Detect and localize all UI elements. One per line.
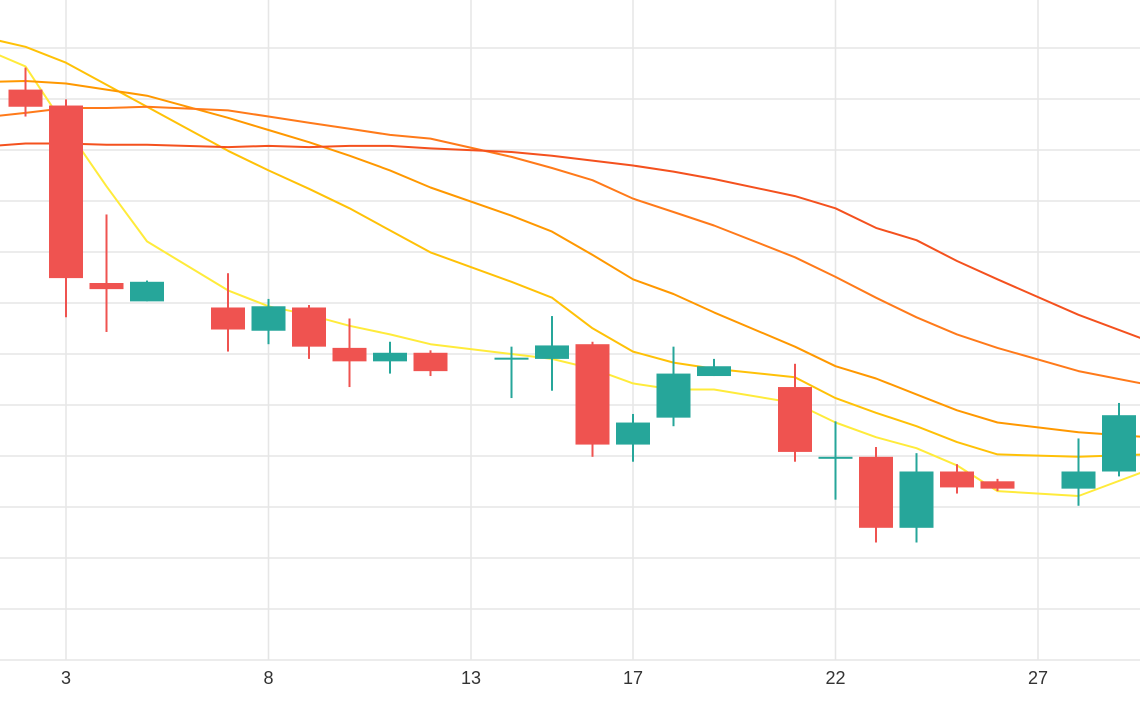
x-tick-label: 22 xyxy=(825,668,845,688)
x-tick-label: 17 xyxy=(623,668,643,688)
candle-body-down xyxy=(292,307,326,347)
candle-body-up xyxy=(1061,471,1096,489)
candle-body-up xyxy=(251,306,286,331)
moving-average-line-1 xyxy=(0,54,1140,497)
candle-body-down xyxy=(211,307,245,330)
candle-body-down xyxy=(778,387,812,452)
x-axis-ticks: 3 8 13 17 22 27 xyxy=(61,668,1048,688)
candle-body-up xyxy=(818,456,853,459)
candle-body-up xyxy=(535,345,569,359)
moving-average-line-4 xyxy=(0,105,1140,385)
candle-body-down xyxy=(859,456,893,528)
candle-body-up xyxy=(373,352,407,362)
candle-body-down xyxy=(980,481,1015,489)
candle-body-up xyxy=(130,281,164,302)
moving-average-line-2 xyxy=(0,39,1140,458)
candles xyxy=(8,67,1136,543)
grid xyxy=(0,0,1140,661)
candle-body-down xyxy=(49,105,83,279)
moving-average-line-3 xyxy=(0,80,1140,438)
candle-body-down xyxy=(575,344,610,445)
x-tick-label: 3 xyxy=(61,668,71,688)
x-tick-label: 27 xyxy=(1028,668,1048,688)
x-tick-label: 13 xyxy=(461,668,481,688)
x-tick-label: 8 xyxy=(263,668,273,688)
candle-body-down xyxy=(413,352,448,372)
candle-body-up xyxy=(494,357,529,360)
candle-body-up xyxy=(616,422,650,445)
candle-body-up xyxy=(656,373,691,418)
candle-body-up xyxy=(1102,415,1136,472)
candle-body-down xyxy=(89,283,124,290)
candle-body-down xyxy=(332,347,367,362)
candle-body-down xyxy=(940,471,974,488)
moving-average-line-5 xyxy=(0,142,1140,339)
candle-body-up xyxy=(899,471,934,528)
candle-body-up xyxy=(697,366,731,377)
moving-average-lines xyxy=(0,39,1140,497)
candle-body-down xyxy=(8,89,43,107)
